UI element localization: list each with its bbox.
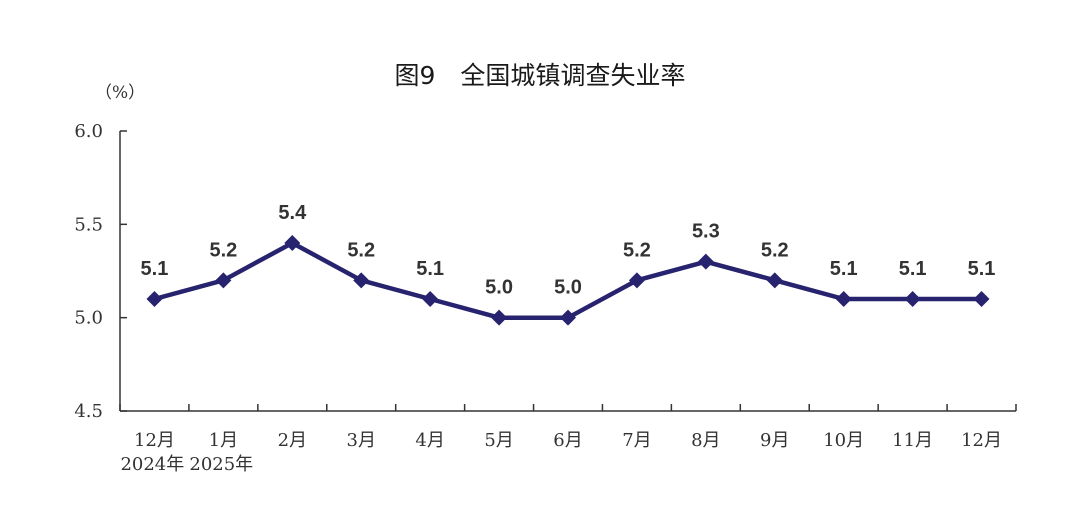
data-point-marker [353,272,370,289]
x-tick-label: 8月 [691,430,720,451]
data-point-marker [628,272,645,289]
year-label: 2024年 [120,454,184,475]
data-point-marker [284,235,301,251]
x-tick-label: 12月 [961,430,1002,451]
data-label: 5.0 [554,277,582,299]
data-point-marker [215,272,232,289]
data-point-marker [904,291,921,307]
x-axis: 12月 1月 2月 3月 4月 5月 6月 7月 8月 9月 10月 11月 12月 2024年 2025年 [119,404,1017,475]
x-tick-label: 12月 [134,430,175,451]
x-tick-label: 5月 [484,430,513,451]
chart-title: 图9 全国城镇调查失业率 [395,61,686,90]
data-label: 5.0 [485,277,513,299]
data-point-marker [491,309,508,326]
data-label: 5.1 [968,258,996,280]
y-axis-unit-label: （%） [95,83,145,103]
data-label: 5.3 [692,221,720,243]
data-label: 5.1 [141,258,169,280]
data-point-marker [973,291,990,307]
y-tick-label: 6.0 [74,121,103,142]
x-tick-label: 10月 [823,430,864,451]
data-label: 5.2 [623,239,651,261]
year-label: 2025年 [189,454,253,475]
x-tick-label: 4月 [415,430,444,451]
data-label: 5.2 [761,239,789,261]
x-tick-label: 1月 [209,430,238,451]
x-tick-label: 2月 [278,430,307,451]
data-label: 5.2 [347,239,375,261]
data-label: 5.1 [830,258,858,280]
data-point-marker [560,309,576,326]
x-tick-label: 3月 [347,430,376,451]
x-tick-label: 7月 [622,430,651,451]
data-point-marker [766,272,783,289]
data-label: 5.1 [416,258,444,280]
y-axis: 6.0 5.5 5.0 4.5 [74,121,127,422]
data-label: 5.2 [209,239,237,261]
data-label: 5.1 [899,258,927,280]
data-point-marker [697,253,714,270]
y-tick-label: 4.5 [74,401,103,422]
x-tick-label: 11月 [892,430,933,451]
data-point-marker [146,291,163,307]
y-tick-label: 5.5 [74,214,103,235]
series-layer: 5.1 5.2 5.4 5.2 5.1 5.0 5.0 5.2 5.3 5.2 5.1 5.1 5.1 [141,202,996,326]
y-tick-label: 5.0 [74,308,103,329]
data-point-marker [422,291,439,307]
data-label: 5.4 [278,202,307,224]
x-tick-label: 9月 [760,430,789,451]
x-tick-label: 6月 [553,430,582,451]
data-point-marker [835,291,852,307]
